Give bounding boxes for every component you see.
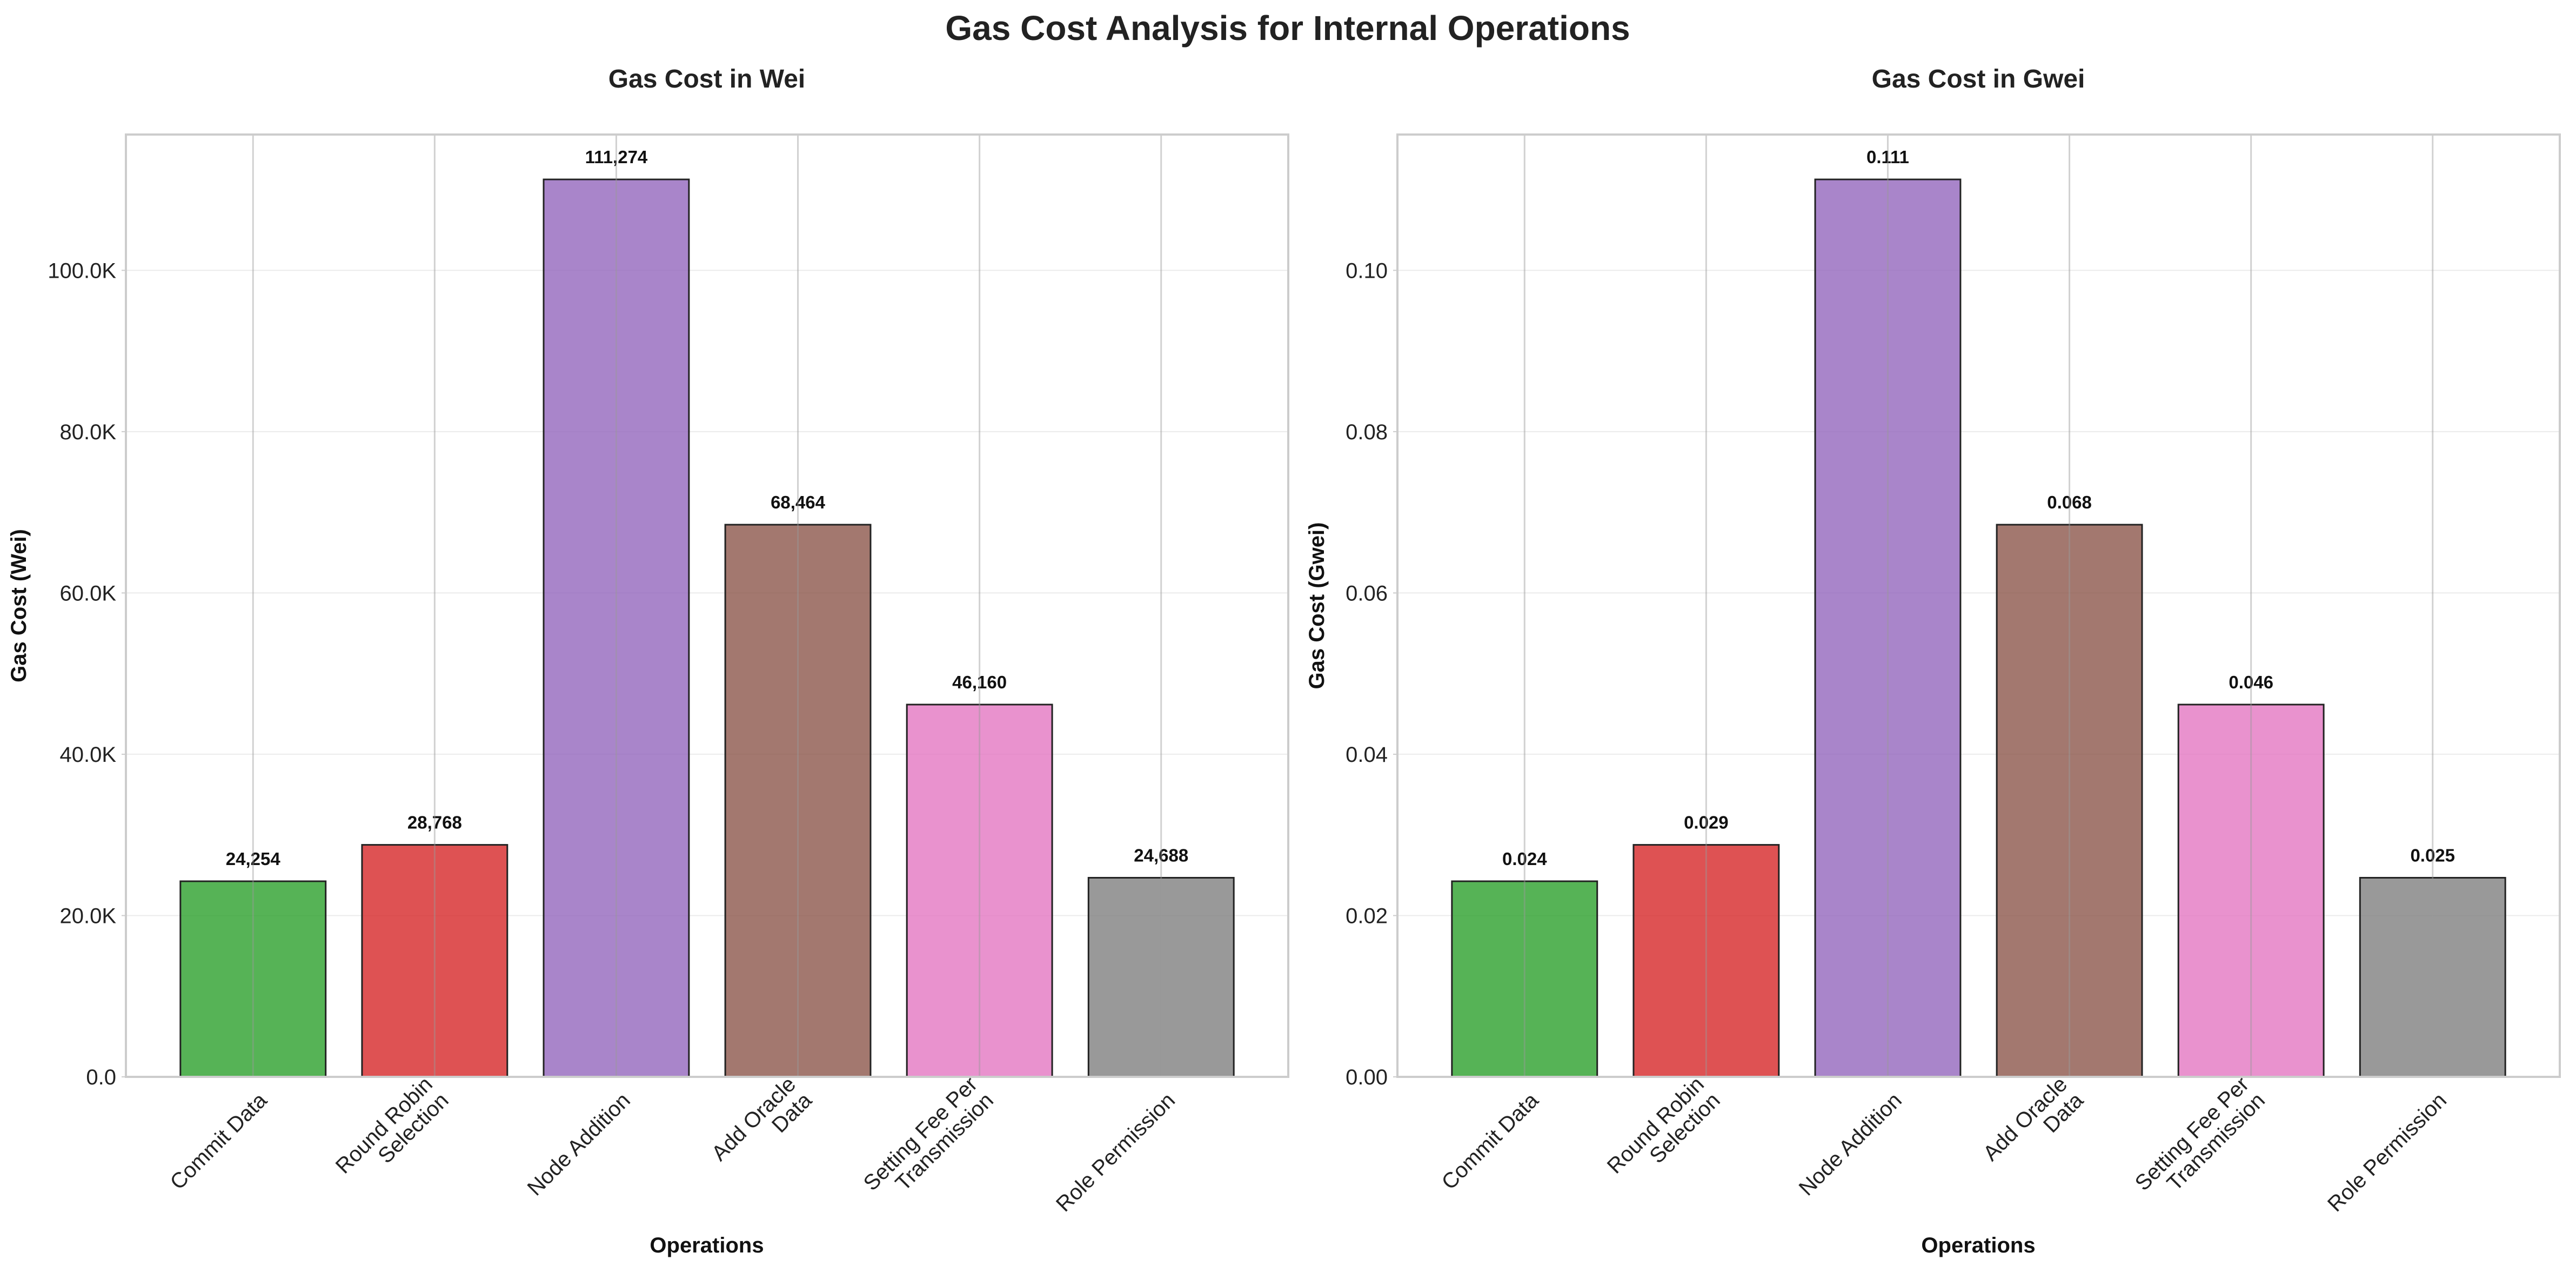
- bar-value-label: 111,274: [585, 147, 648, 167]
- bar: [724, 524, 872, 1078]
- bar-value-label: 28,768: [407, 813, 462, 833]
- bar-value-label: 24,688: [1134, 845, 1188, 865]
- bar: [1996, 524, 2143, 1078]
- x-tick-label: Node Addition: [1795, 1088, 1906, 1200]
- bar: [1632, 844, 1780, 1078]
- bar-value-label: 0.111: [1866, 147, 1909, 167]
- y-axis-label: Gas Cost (Wei): [7, 529, 31, 682]
- bar-value-label: 68,464: [771, 492, 826, 512]
- bar-value-label: 0.068: [2047, 492, 2092, 512]
- bar: [361, 844, 508, 1078]
- y-tick-label: 0.06: [1346, 581, 1388, 605]
- bar-value-label: 0.029: [1684, 813, 1729, 833]
- axes-frame: [1396, 133, 2561, 1078]
- y-tick-label: 0.08: [1346, 420, 1388, 444]
- y-tick-label: 100.0K: [48, 259, 116, 283]
- bar: [1087, 876, 1235, 1078]
- subplot-title: Gas Cost in Gwei: [1872, 65, 2085, 93]
- y-tick-label: 0.02: [1346, 904, 1388, 928]
- x-tick-label: Round RobinSelection: [1603, 1073, 1725, 1195]
- bar: [2177, 704, 2325, 1078]
- bar: [2359, 876, 2506, 1078]
- figure-title: Gas Cost Analysis for Internal Operation…: [945, 9, 1630, 48]
- subplot-title: Gas Cost in Wei: [608, 65, 806, 93]
- y-tick-label: 0.04: [1346, 743, 1388, 767]
- y-tick-label: 20.0K: [59, 904, 116, 928]
- bar: [179, 880, 327, 1078]
- x-tick-label: Add OracleData: [707, 1072, 817, 1182]
- x-tick-label: Role Permission: [2323, 1088, 2451, 1216]
- wei-chart: Gas Cost in Wei 0.0 20.0K 40.0K 60.0K 80.0K 10…: [7, 65, 1289, 1257]
- bar: [1814, 178, 1962, 1078]
- y-tick-label: 0.10: [1346, 259, 1388, 283]
- x-tick-label: Commit Data: [165, 1088, 272, 1195]
- bar-value-label: 0.046: [2229, 672, 2273, 692]
- x-axis-label: Operations: [650, 1234, 764, 1257]
- y-tick-label: 60.0K: [59, 581, 116, 605]
- y-tick-label: 0.00: [1346, 1066, 1388, 1089]
- bar-value-label: 24,254: [226, 849, 281, 869]
- bar: [543, 178, 690, 1078]
- x-tick-label: Commit Data: [1437, 1088, 1543, 1195]
- bar-value-label: 0.025: [2410, 845, 2455, 865]
- x-tick-label: Role Permission: [1052, 1088, 1180, 1216]
- bar-value-label: 0.024: [1502, 849, 1547, 869]
- bar: [1451, 880, 1598, 1078]
- x-tick-label: Round RobinSelection: [331, 1073, 453, 1195]
- bar-value-label: 46,160: [952, 672, 1007, 692]
- x-tick-label: Setting Fee PerTransmission: [2131, 1073, 2270, 1211]
- y-tick-label: 0.0: [86, 1066, 116, 1089]
- y-tick-label: 40.0K: [59, 743, 116, 767]
- y-axis-label: Gas Cost (Gwei): [1305, 522, 1329, 689]
- x-tick-label: Add OracleData: [1979, 1072, 2089, 1182]
- x-axis-label: Operations: [1921, 1234, 2035, 1257]
- y-tick-label: 80.0K: [59, 420, 116, 444]
- bar: [906, 704, 1053, 1078]
- axes-frame: [125, 133, 1289, 1078]
- x-tick-label: Node Addition: [523, 1088, 635, 1200]
- x-tick-label: Setting Fee PerTransmission: [859, 1073, 998, 1211]
- gwei-chart: Gas Cost in Gwei 0.00 0.02 0.04 0.06 0.08 0.10…: [1305, 65, 2561, 1257]
